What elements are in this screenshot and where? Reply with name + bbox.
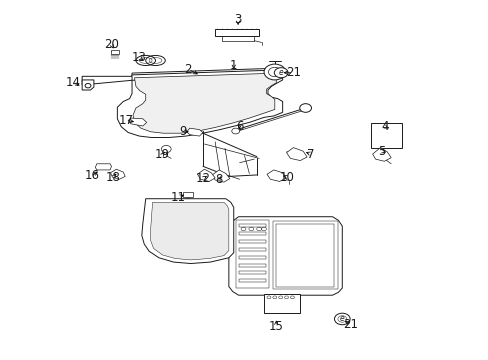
Polygon shape [142, 199, 233, 264]
Text: e: e [278, 68, 283, 77]
Text: 15: 15 [268, 320, 283, 333]
Text: 10: 10 [280, 171, 294, 184]
Polygon shape [82, 80, 94, 90]
Polygon shape [370, 123, 401, 148]
Polygon shape [128, 118, 146, 126]
Text: 18: 18 [106, 171, 121, 184]
Text: 14: 14 [66, 76, 81, 89]
Circle shape [334, 313, 349, 325]
Polygon shape [264, 294, 300, 313]
Text: 1: 1 [229, 59, 237, 72]
Circle shape [274, 68, 287, 78]
Polygon shape [82, 68, 282, 138]
Circle shape [299, 104, 311, 112]
Text: 16: 16 [84, 169, 99, 182]
Polygon shape [183, 192, 193, 197]
Circle shape [264, 64, 285, 80]
Polygon shape [110, 169, 125, 179]
Polygon shape [215, 29, 259, 36]
Polygon shape [186, 128, 203, 136]
Text: 8: 8 [215, 173, 223, 186]
Text: 3: 3 [234, 13, 242, 26]
Polygon shape [150, 202, 228, 260]
Polygon shape [372, 148, 390, 161]
Text: 7: 7 [306, 148, 314, 161]
Polygon shape [111, 50, 119, 54]
Polygon shape [212, 170, 229, 182]
Polygon shape [266, 170, 285, 181]
Polygon shape [133, 73, 276, 133]
Polygon shape [132, 70, 271, 80]
Polygon shape [95, 164, 111, 170]
Text: 17: 17 [119, 114, 133, 127]
Text: 12: 12 [195, 172, 210, 185]
Circle shape [231, 128, 239, 134]
Text: 20: 20 [104, 38, 119, 51]
Text: e: e [339, 315, 344, 323]
Text: 21: 21 [343, 318, 358, 331]
Polygon shape [228, 217, 342, 295]
Circle shape [161, 145, 171, 153]
Text: 6: 6 [235, 120, 243, 132]
Polygon shape [286, 148, 306, 161]
Text: 2: 2 [184, 63, 192, 76]
Text: 4: 4 [381, 120, 388, 133]
Text: 11: 11 [171, 191, 185, 204]
Text: 9: 9 [179, 125, 187, 138]
Text: 19: 19 [155, 148, 169, 161]
Text: 5: 5 [377, 145, 385, 158]
Polygon shape [197, 169, 215, 181]
Text: 13: 13 [132, 51, 146, 64]
Text: 21: 21 [285, 66, 300, 79]
